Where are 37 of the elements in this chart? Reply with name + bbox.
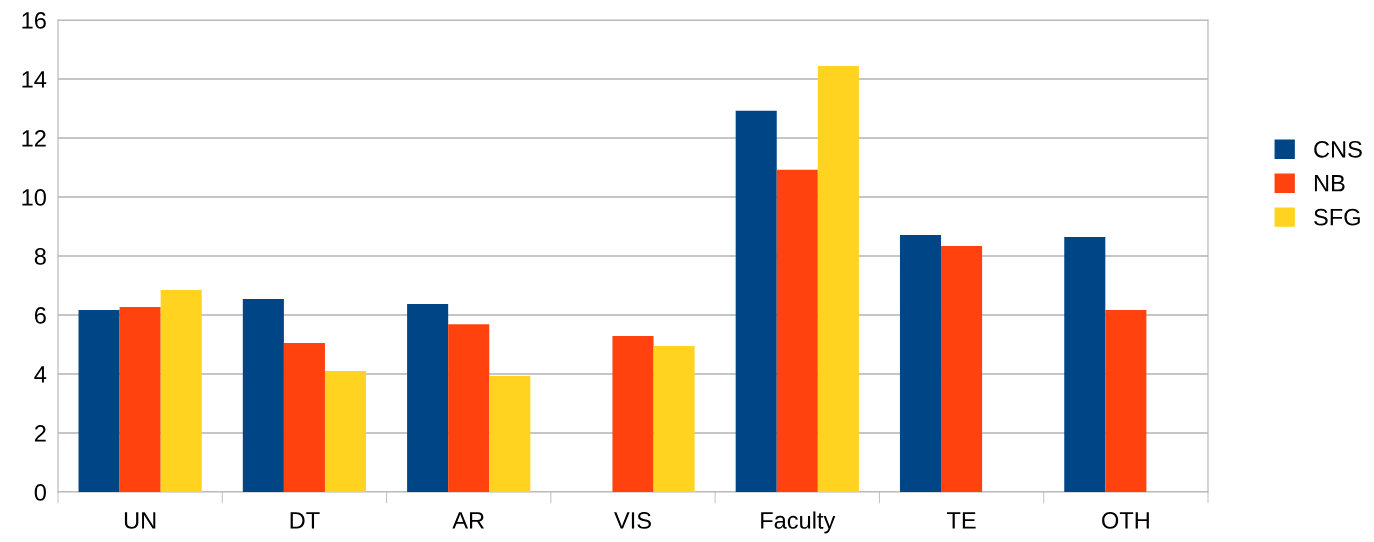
x-tick-label: OTH xyxy=(1102,512,1149,529)
x-tick-label: Faculty xyxy=(761,511,836,534)
bar xyxy=(612,335,654,492)
x-tick-label: UN xyxy=(124,512,156,529)
x-tick-label: TE xyxy=(947,512,976,529)
bar xyxy=(653,345,695,492)
y-tick-label: 8 xyxy=(34,248,46,265)
y-tick-label: 14 xyxy=(22,71,47,88)
y-tick-label: 2 xyxy=(34,425,46,442)
bar xyxy=(119,307,161,492)
y-tick-label: 10 xyxy=(22,189,46,206)
bar xyxy=(776,169,818,492)
bar xyxy=(1064,237,1106,492)
bar xyxy=(283,343,325,492)
bar xyxy=(899,235,942,492)
bar xyxy=(817,66,859,492)
x-tick-label: DT xyxy=(290,512,320,529)
bar xyxy=(489,376,531,492)
y-tick-label: 16 xyxy=(22,12,46,29)
y-tick-label: 4 xyxy=(34,366,47,383)
y-tick-label: 12 xyxy=(22,130,46,147)
bar xyxy=(407,304,449,492)
x-tick-label: VIS xyxy=(614,512,651,529)
bar xyxy=(242,299,284,492)
legend-label: SFG xyxy=(1314,208,1360,226)
legend-label: CNS xyxy=(1314,140,1362,158)
y-tick-label: 6 xyxy=(34,307,46,324)
bar xyxy=(160,289,202,492)
bar xyxy=(735,110,777,492)
bar xyxy=(941,245,983,492)
bar xyxy=(1105,309,1147,492)
bar xyxy=(448,324,490,492)
y-tick-label: 0 xyxy=(34,484,46,501)
legend-label: NB xyxy=(1314,175,1345,192)
bar xyxy=(78,309,120,492)
x-tick-label: AR xyxy=(452,512,485,529)
bar xyxy=(324,371,367,492)
